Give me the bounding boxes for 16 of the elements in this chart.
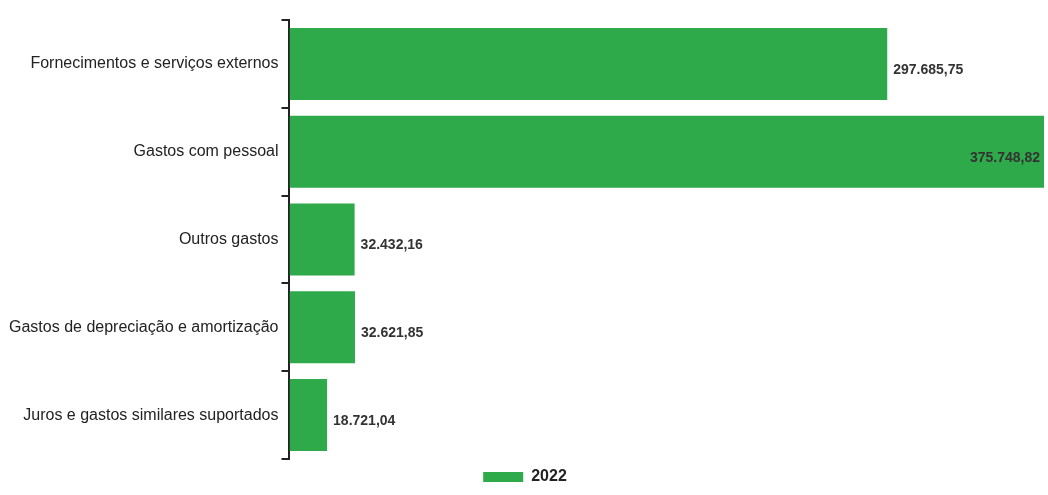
- data-label: 32.621,85: [360, 324, 424, 341]
- y-tick-label: Gastos de depreciação e amortização: [9, 317, 279, 335]
- data-label: 375.748,82: [969, 148, 1041, 165]
- y-tick-label: Fornecimentos e serviços externos: [30, 54, 279, 72]
- bar: [289, 203, 355, 276]
- y-tick-label: Juros e gastos similares suportados: [23, 405, 279, 423]
- legend-label: 2022: [531, 467, 567, 485]
- bar: [289, 115, 1044, 188]
- data-label: 32.432,16: [360, 236, 424, 253]
- y-tick-label: Gastos com pessoal: [133, 142, 279, 160]
- bar: [289, 379, 328, 452]
- bar: [289, 291, 355, 364]
- bar: [289, 27, 888, 100]
- data-label: 18.721,04: [333, 411, 396, 428]
- y-tick-label: Outros gastos: [178, 229, 279, 247]
- data-label: 297.685,75: [893, 60, 964, 77]
